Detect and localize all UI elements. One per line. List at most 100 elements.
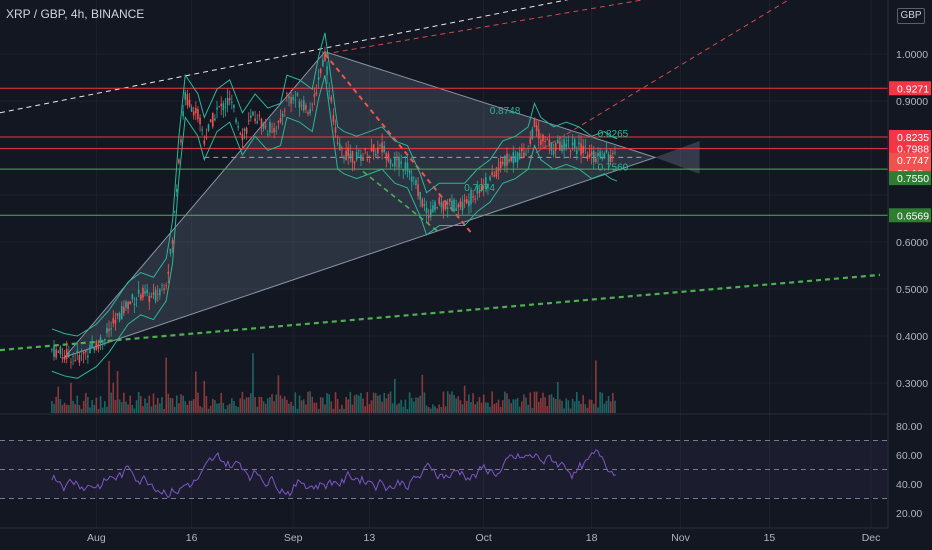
volume-bar bbox=[298, 395, 301, 413]
volume-bar bbox=[203, 380, 206, 413]
candle-body bbox=[485, 177, 487, 189]
volume-bar bbox=[573, 401, 576, 413]
volume-bar bbox=[569, 408, 572, 413]
candle-body bbox=[173, 210, 176, 212]
candle-body bbox=[262, 122, 265, 129]
candle-body bbox=[576, 150, 578, 154]
candle-body bbox=[57, 351, 60, 353]
candle-body bbox=[404, 162, 407, 171]
volume-bar bbox=[131, 404, 134, 413]
volume-bar bbox=[59, 399, 62, 413]
candle-body bbox=[609, 154, 612, 162]
x-tick-label: 18 bbox=[586, 532, 598, 544]
volume-bar bbox=[142, 406, 144, 413]
candle-body bbox=[521, 147, 523, 152]
volume-bar bbox=[222, 402, 225, 413]
volume-bar bbox=[497, 399, 500, 413]
triangle-pattern bbox=[63, 51, 657, 359]
volume-bar bbox=[226, 405, 229, 413]
y-tick-label: 0.3000 bbox=[896, 378, 928, 390]
candle-body bbox=[514, 155, 517, 163]
candle-body bbox=[508, 159, 510, 162]
candle-body bbox=[459, 201, 462, 208]
volume-bar bbox=[311, 396, 314, 413]
volume-bar bbox=[228, 403, 231, 413]
candle-body bbox=[129, 301, 132, 304]
candle-body bbox=[180, 139, 182, 143]
candle-body bbox=[605, 149, 608, 153]
volume-bar bbox=[258, 396, 261, 413]
volume-bar bbox=[152, 393, 155, 413]
volume-bar bbox=[417, 397, 419, 413]
candle-body bbox=[82, 352, 85, 355]
candle-body bbox=[142, 287, 144, 298]
candle-body bbox=[159, 289, 161, 296]
volume-bar bbox=[148, 395, 151, 413]
volume-bar bbox=[385, 398, 388, 413]
volume-bar bbox=[233, 401, 235, 413]
symbol-title[interactable]: XRP / GBP, 4h, BINANCE bbox=[6, 7, 145, 21]
volume-bar bbox=[387, 393, 390, 413]
volume-bar bbox=[241, 391, 244, 413]
volume-bar bbox=[588, 399, 591, 413]
volume-bar bbox=[535, 391, 538, 413]
candle-body bbox=[281, 113, 284, 118]
candle-body bbox=[226, 97, 229, 106]
volume-bar bbox=[112, 382, 115, 413]
x-tick-label: 15 bbox=[764, 532, 776, 544]
x-tick-label: Oct bbox=[476, 532, 492, 544]
volume-bar bbox=[114, 399, 117, 413]
candle-body bbox=[169, 248, 172, 254]
volume-bar bbox=[582, 394, 584, 413]
candle-body bbox=[406, 162, 409, 172]
candle-body bbox=[307, 112, 309, 114]
candle-body bbox=[385, 152, 388, 160]
candle-body bbox=[537, 129, 540, 139]
candle-body bbox=[288, 96, 290, 99]
volume-bar bbox=[91, 400, 93, 413]
volume-bar bbox=[512, 399, 515, 413]
volume-bar bbox=[402, 406, 405, 413]
candle-body bbox=[578, 142, 580, 145]
candle-body bbox=[584, 146, 587, 148]
volume-bar bbox=[150, 406, 153, 413]
currency-badge[interactable]: GBP bbox=[897, 8, 925, 24]
volume-bar bbox=[614, 400, 616, 413]
volume-bar bbox=[419, 395, 421, 413]
volume-bar bbox=[205, 395, 208, 413]
volume-bar bbox=[70, 382, 72, 413]
candle-body bbox=[408, 170, 411, 174]
volume-bar bbox=[379, 394, 381, 413]
price-label-badge bbox=[889, 81, 931, 96]
volume-bar bbox=[101, 407, 104, 413]
candle-body bbox=[182, 111, 184, 117]
volume-bar bbox=[427, 407, 430, 413]
volume-bar bbox=[188, 400, 191, 413]
candle-body bbox=[351, 150, 354, 163]
candle-body bbox=[614, 152, 616, 154]
volume-bar bbox=[592, 403, 595, 413]
candle-body bbox=[434, 201, 436, 211]
volume-bar bbox=[510, 403, 513, 413]
volume-bar bbox=[408, 392, 411, 413]
volume-bar bbox=[423, 392, 426, 413]
volume-bar bbox=[381, 401, 383, 413]
volume-bar bbox=[612, 392, 614, 413]
volume-bar bbox=[537, 401, 540, 413]
volume-bar bbox=[271, 394, 273, 413]
candle-body bbox=[322, 59, 324, 67]
price-label-text: 0.9271 bbox=[897, 83, 929, 95]
candle-body bbox=[387, 153, 390, 162]
level-annotation: 0.7560 bbox=[598, 163, 629, 174]
candle-body bbox=[319, 69, 322, 74]
volume-bar bbox=[146, 402, 148, 413]
candle-body bbox=[550, 142, 553, 151]
volume-bar bbox=[300, 400, 303, 413]
candle-body bbox=[207, 124, 210, 131]
volume-bar bbox=[201, 407, 203, 413]
volume-bar bbox=[347, 399, 350, 413]
volume-bar bbox=[364, 406, 366, 413]
candle-body bbox=[235, 119, 237, 123]
